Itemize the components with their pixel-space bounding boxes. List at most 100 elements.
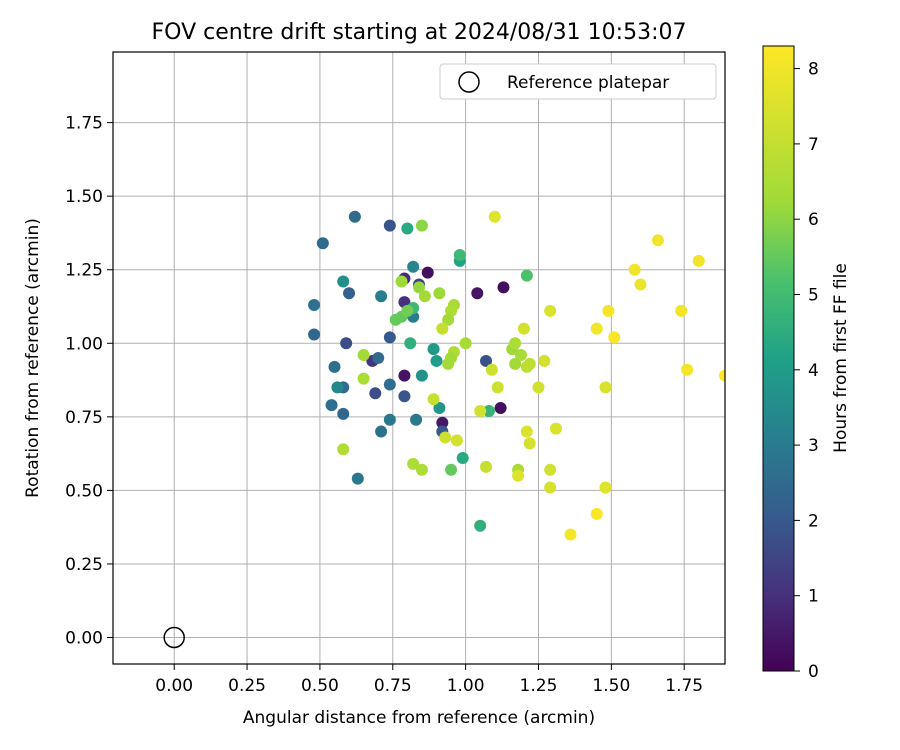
data-point — [442, 357, 455, 370]
data-point — [480, 354, 493, 367]
data-point — [430, 354, 443, 367]
colorbar-gradient — [762, 45, 795, 672]
grid — [113, 52, 725, 664]
data-point — [369, 387, 382, 400]
x-axis-label: Angular distance from reference (arcmin) — [243, 708, 595, 728]
data-point — [474, 519, 487, 532]
data-point — [599, 381, 612, 394]
colorbar-ticks: 0 1 2 3 4 5 6 7 8 — [794, 60, 819, 682]
data-point — [343, 287, 356, 300]
colorbar-tick-label: 3 — [808, 436, 819, 456]
data-point — [497, 281, 510, 294]
data-point — [383, 413, 396, 426]
data-point — [415, 369, 428, 382]
data-point — [590, 507, 603, 520]
x-tick-label: 1.25 — [520, 676, 558, 696]
reference-platepar-marker — [163, 626, 185, 649]
data-point — [410, 413, 423, 426]
y-tick-label: 0.75 — [65, 408, 103, 428]
colorbar-tick-label: 7 — [808, 135, 819, 155]
data-point — [564, 528, 577, 541]
colorbar-tick-label: 0 — [808, 662, 819, 682]
plot-frame — [112, 51, 726, 665]
data-point — [509, 337, 522, 350]
data-point — [436, 416, 449, 429]
data-point — [337, 443, 350, 456]
data-point — [436, 322, 449, 335]
data-point — [494, 402, 507, 415]
colorbar-tick-label: 1 — [808, 587, 819, 607]
data-point — [634, 278, 647, 291]
data-point — [421, 266, 434, 279]
data-point — [485, 363, 498, 376]
data-point — [331, 381, 344, 394]
data-point — [474, 404, 487, 417]
data-point — [599, 481, 612, 494]
data-point — [337, 275, 350, 288]
legend-label: Reference platepar — [507, 73, 669, 93]
x-tick-label: 0.00 — [155, 676, 193, 696]
data-point — [383, 378, 396, 391]
data-point — [398, 390, 411, 403]
data-point — [549, 422, 562, 435]
data-point — [316, 237, 329, 250]
colorbar-tick-label: 2 — [808, 511, 819, 531]
data-point — [427, 393, 440, 406]
x-tick-label: 0.75 — [374, 676, 412, 696]
data-point — [482, 404, 495, 417]
data-point — [471, 287, 484, 300]
colorbar-tick-label: 6 — [808, 210, 819, 230]
data-point — [415, 219, 428, 232]
data-point — [442, 313, 455, 326]
data-point — [480, 460, 493, 473]
y-tick-label: 0.50 — [65, 481, 103, 501]
data-point — [340, 337, 353, 350]
data-point — [456, 452, 469, 465]
data-point — [415, 463, 428, 476]
y-tick-label: 1.25 — [65, 261, 103, 281]
data-point — [515, 349, 527, 362]
data-point — [602, 304, 615, 317]
data-point — [401, 222, 414, 235]
data-point — [375, 290, 388, 303]
data-point — [427, 343, 440, 356]
data-point — [308, 299, 321, 312]
data-point — [675, 304, 688, 317]
y-axis-label: Rotation from reference (arcmin) — [23, 218, 43, 498]
data-point — [628, 263, 641, 276]
data-point — [692, 254, 705, 267]
data-point — [351, 472, 364, 485]
data-point — [517, 322, 530, 335]
data-point — [544, 304, 557, 317]
data-point — [544, 463, 557, 476]
data-point — [681, 363, 694, 376]
data-point — [308, 328, 321, 341]
data-point — [383, 331, 396, 344]
data-point — [433, 402, 446, 415]
data-point — [491, 381, 504, 394]
data-point — [395, 275, 408, 288]
colorbar-label: Hours from first FF file — [831, 263, 851, 453]
legend: Reference platepar — [439, 63, 717, 100]
x-tick-label: 0.50 — [301, 676, 339, 696]
data-point — [520, 269, 533, 282]
legend-marker-icon — [458, 71, 480, 93]
data-point — [404, 337, 417, 350]
data-point — [372, 352, 385, 364]
data-point — [608, 331, 621, 344]
data-point — [453, 249, 466, 262]
data-point — [328, 360, 341, 373]
data-point — [509, 357, 522, 370]
data-point — [398, 369, 411, 382]
data-point — [532, 381, 545, 394]
data-point — [544, 481, 557, 494]
x-tick-label: 1.75 — [665, 676, 703, 696]
colorbar-tick-label: 4 — [808, 361, 819, 381]
data-point — [407, 260, 420, 273]
data-point — [459, 337, 472, 350]
data-point — [389, 313, 402, 326]
data-point — [337, 407, 350, 420]
y-tick-label: 1.50 — [65, 187, 103, 207]
data-point — [348, 210, 361, 223]
